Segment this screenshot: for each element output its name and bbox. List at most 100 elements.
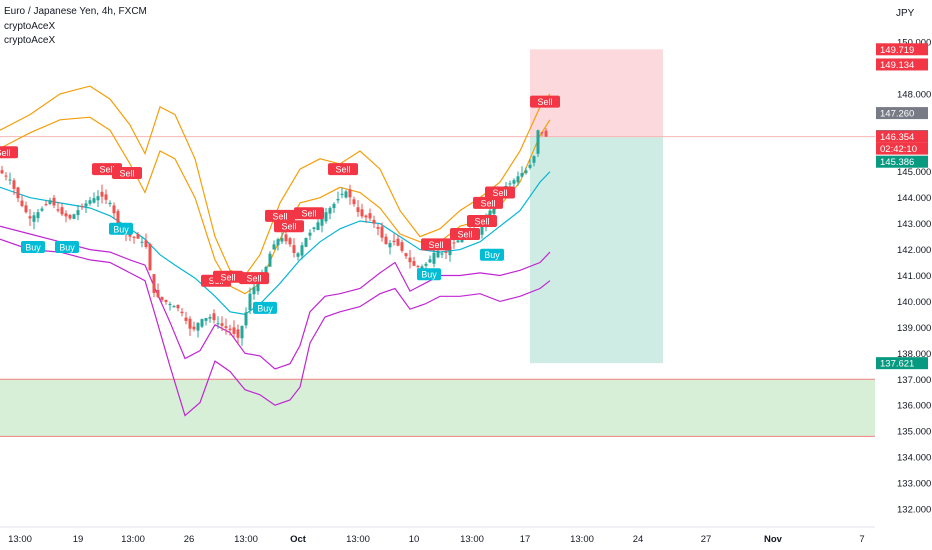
- buy-signal-label: Buy: [21, 240, 45, 253]
- candle-body: [116, 211, 120, 224]
- candle-body: [0, 170, 4, 174]
- price-tag-target: 149.134: [876, 58, 928, 71]
- price-tick-label: 136.000: [897, 401, 931, 412]
- time-tick-label: 7: [859, 534, 864, 545]
- candle-body: [64, 213, 68, 217]
- time-tick-label: 13:00: [570, 534, 594, 545]
- time-tick-label: 13:00: [460, 534, 484, 545]
- signal-text: Sell: [428, 240, 443, 250]
- candle-body: [388, 243, 392, 248]
- price-tag-box: [876, 142, 928, 155]
- price-axis[interactable]: 150.000 148.000 145.000 144.000 143.000 142.0…: [897, 38, 931, 516]
- candle-body: [372, 219, 376, 224]
- candle-body: [380, 226, 384, 238]
- sell-signal-label: Sell: [467, 215, 497, 228]
- indicator-legend-2[interactable]: cryptoAceX: [4, 35, 56, 46]
- candle-body: [136, 234, 140, 239]
- candle-body: [264, 266, 268, 274]
- price-tag-box: [876, 43, 928, 56]
- candle-body: [112, 205, 116, 214]
- price-tick-label: 133.000: [897, 479, 931, 490]
- candle-body: [432, 252, 436, 264]
- candle-body: [4, 175, 8, 177]
- candle-body: [140, 241, 144, 243]
- candle-body: [16, 187, 20, 199]
- signal-badge: [294, 207, 324, 220]
- candle-body: [340, 193, 344, 195]
- candle-body: [304, 237, 308, 247]
- price-tag-high: 147.260: [876, 107, 928, 120]
- time-tick-label: 10: [409, 534, 420, 545]
- signal-badge: [274, 220, 304, 233]
- signal-badge: [450, 227, 480, 240]
- candle-body: [520, 173, 524, 177]
- time-tick-label: 13:00: [8, 534, 32, 545]
- candle-body: [544, 130, 548, 137]
- price-tag-box: [876, 107, 928, 120]
- price-tag-text: 02:42:10: [880, 144, 917, 155]
- candle-body: [164, 299, 168, 302]
- price-tag-box: [876, 357, 928, 370]
- indicator-legend-1[interactable]: cryptoAceX: [4, 21, 56, 32]
- sell-signal-label: Sell: [0, 146, 18, 159]
- signal-badge: [0, 146, 18, 159]
- price-tick-label: 135.000: [897, 427, 931, 438]
- signal-text: Sell: [492, 188, 507, 198]
- candle-body: [232, 327, 236, 334]
- price-tick-label: 137.000: [897, 375, 931, 386]
- signal-text: Sell: [99, 165, 114, 175]
- candle-body: [36, 212, 40, 219]
- signal-text: Buy: [113, 224, 129, 234]
- candle-body: [172, 306, 176, 308]
- time-axis[interactable]: 13:00 19 13:00 26 13:00 Oct 13:00 10 13:00 17 13:0…: [8, 534, 865, 545]
- candle-body: [288, 238, 292, 245]
- signal-text: Buy: [484, 250, 500, 260]
- candle-body: [128, 233, 132, 237]
- signal-text: Sell: [272, 211, 287, 221]
- candle-body: [176, 304, 180, 309]
- price-tick-label: 145.000: [897, 167, 931, 178]
- candle-body: [532, 156, 536, 163]
- candle-body: [32, 215, 36, 222]
- basis-line: [0, 171, 551, 316]
- candle-body: [360, 209, 364, 217]
- take-profit-zone[interactable]: [530, 136, 663, 364]
- time-tick-label: 19: [73, 534, 84, 545]
- candle-body: [292, 245, 296, 254]
- time-tick-label: Oct: [290, 534, 307, 545]
- candle-body: [320, 217, 324, 226]
- candle-body: [352, 199, 356, 205]
- candle-body: [332, 203, 336, 209]
- candle-body: [84, 203, 88, 207]
- candle-body: [236, 329, 240, 338]
- candle-body: [416, 266, 420, 268]
- candle-body: [244, 312, 248, 326]
- candle-body: [300, 245, 304, 256]
- candle-body: [280, 238, 284, 242]
- signal-badge: [55, 240, 79, 253]
- signal-badge: [21, 240, 45, 253]
- signal-badge: [213, 270, 243, 283]
- candle-body: [528, 164, 532, 168]
- price-tick-label: 141.000: [897, 271, 931, 282]
- candle-body: [536, 130, 540, 154]
- candle-body: [52, 197, 56, 206]
- time-tick-label: Nov: [764, 534, 783, 545]
- candle-body: [480, 224, 484, 235]
- candle-body: [268, 253, 272, 267]
- buy-signal-label: Buy: [109, 222, 133, 235]
- candle-body: [436, 250, 440, 258]
- candle-body: [344, 191, 348, 198]
- price-tag-target: 149.719: [876, 43, 928, 56]
- sell-signal-label: Sell: [450, 227, 480, 240]
- stop-loss-zone[interactable]: [530, 49, 663, 137]
- time-tick-label: 13:00: [121, 534, 145, 545]
- sell-signal-label: Sell: [485, 186, 515, 199]
- candle-body: [312, 227, 316, 230]
- support-zone: [0, 379, 875, 437]
- price-tag-stop: 137.621: [876, 357, 928, 370]
- candle-body: [412, 261, 416, 266]
- price-tick-label: 148.000: [897, 89, 931, 100]
- time-tick-label: 27: [701, 534, 712, 545]
